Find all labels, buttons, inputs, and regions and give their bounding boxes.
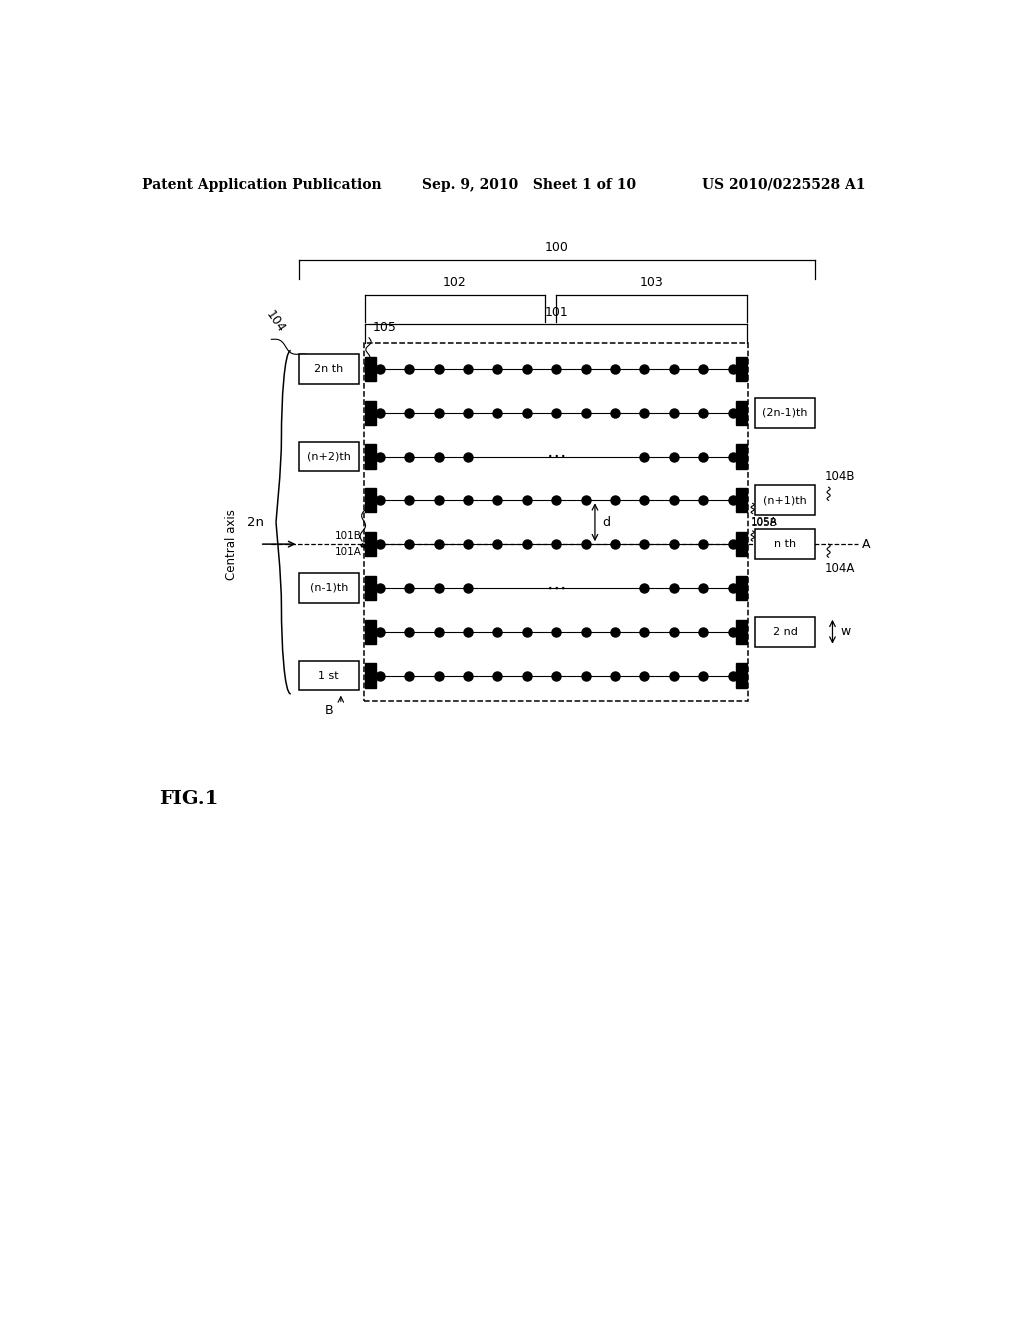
Text: 101A: 101A (335, 548, 362, 557)
Text: 105: 105 (373, 321, 396, 334)
Text: 101B: 101B (335, 531, 362, 541)
Text: 100: 100 (545, 240, 569, 253)
Text: n th: n th (774, 539, 797, 549)
Text: 101: 101 (545, 305, 568, 318)
FancyBboxPatch shape (299, 573, 359, 603)
Text: US 2010/0225528 A1: US 2010/0225528 A1 (701, 178, 865, 191)
Text: 104B: 104B (824, 470, 855, 483)
Bar (736, 356, 748, 381)
Bar (366, 488, 376, 512)
FancyBboxPatch shape (299, 442, 359, 471)
FancyBboxPatch shape (755, 397, 815, 428)
Bar (366, 619, 376, 644)
Text: ⋯: ⋯ (547, 578, 566, 598)
FancyBboxPatch shape (755, 529, 815, 558)
Text: 2 nd: 2 nd (773, 627, 798, 636)
Bar (366, 401, 376, 425)
Text: 1 st: 1 st (318, 671, 339, 681)
Text: ⋯: ⋯ (547, 447, 566, 466)
Bar (366, 576, 376, 601)
Text: w: w (841, 626, 851, 638)
Text: 104: 104 (263, 309, 288, 335)
Bar (366, 356, 376, 381)
Bar (365, 343, 748, 701)
Bar (736, 488, 748, 512)
Text: B: B (325, 705, 333, 717)
FancyBboxPatch shape (755, 616, 815, 647)
Text: (2n-1)th: (2n-1)th (763, 408, 808, 417)
Bar (736, 445, 748, 469)
Bar (366, 532, 376, 556)
Text: 103: 103 (640, 276, 664, 289)
Bar (366, 664, 376, 688)
Text: 105A: 105A (751, 516, 778, 527)
Text: 2n th: 2n th (314, 364, 343, 374)
Text: 104A: 104A (824, 561, 855, 574)
Text: Sep. 9, 2010   Sheet 1 of 10: Sep. 9, 2010 Sheet 1 of 10 (423, 178, 637, 191)
Text: A: A (862, 537, 870, 550)
Text: (n+2)th: (n+2)th (307, 451, 350, 462)
FancyBboxPatch shape (299, 660, 359, 690)
Text: 102: 102 (443, 276, 467, 289)
Text: (n-1)th: (n-1)th (309, 583, 348, 593)
Text: 2n: 2n (248, 516, 264, 529)
Text: Patent Application Publication: Patent Application Publication (142, 178, 382, 191)
FancyBboxPatch shape (755, 486, 815, 515)
FancyBboxPatch shape (299, 354, 359, 384)
Text: 105B: 105B (751, 517, 778, 528)
Bar (736, 576, 748, 601)
Bar (736, 619, 748, 644)
Bar (736, 664, 748, 688)
Bar (736, 532, 748, 556)
Bar (736, 401, 748, 425)
Text: (n+1)th: (n+1)th (763, 495, 807, 506)
Bar (366, 445, 376, 469)
Text: d: d (603, 516, 610, 529)
Text: Central axis: Central axis (225, 508, 238, 579)
Text: FIG.1: FIG.1 (159, 789, 218, 808)
